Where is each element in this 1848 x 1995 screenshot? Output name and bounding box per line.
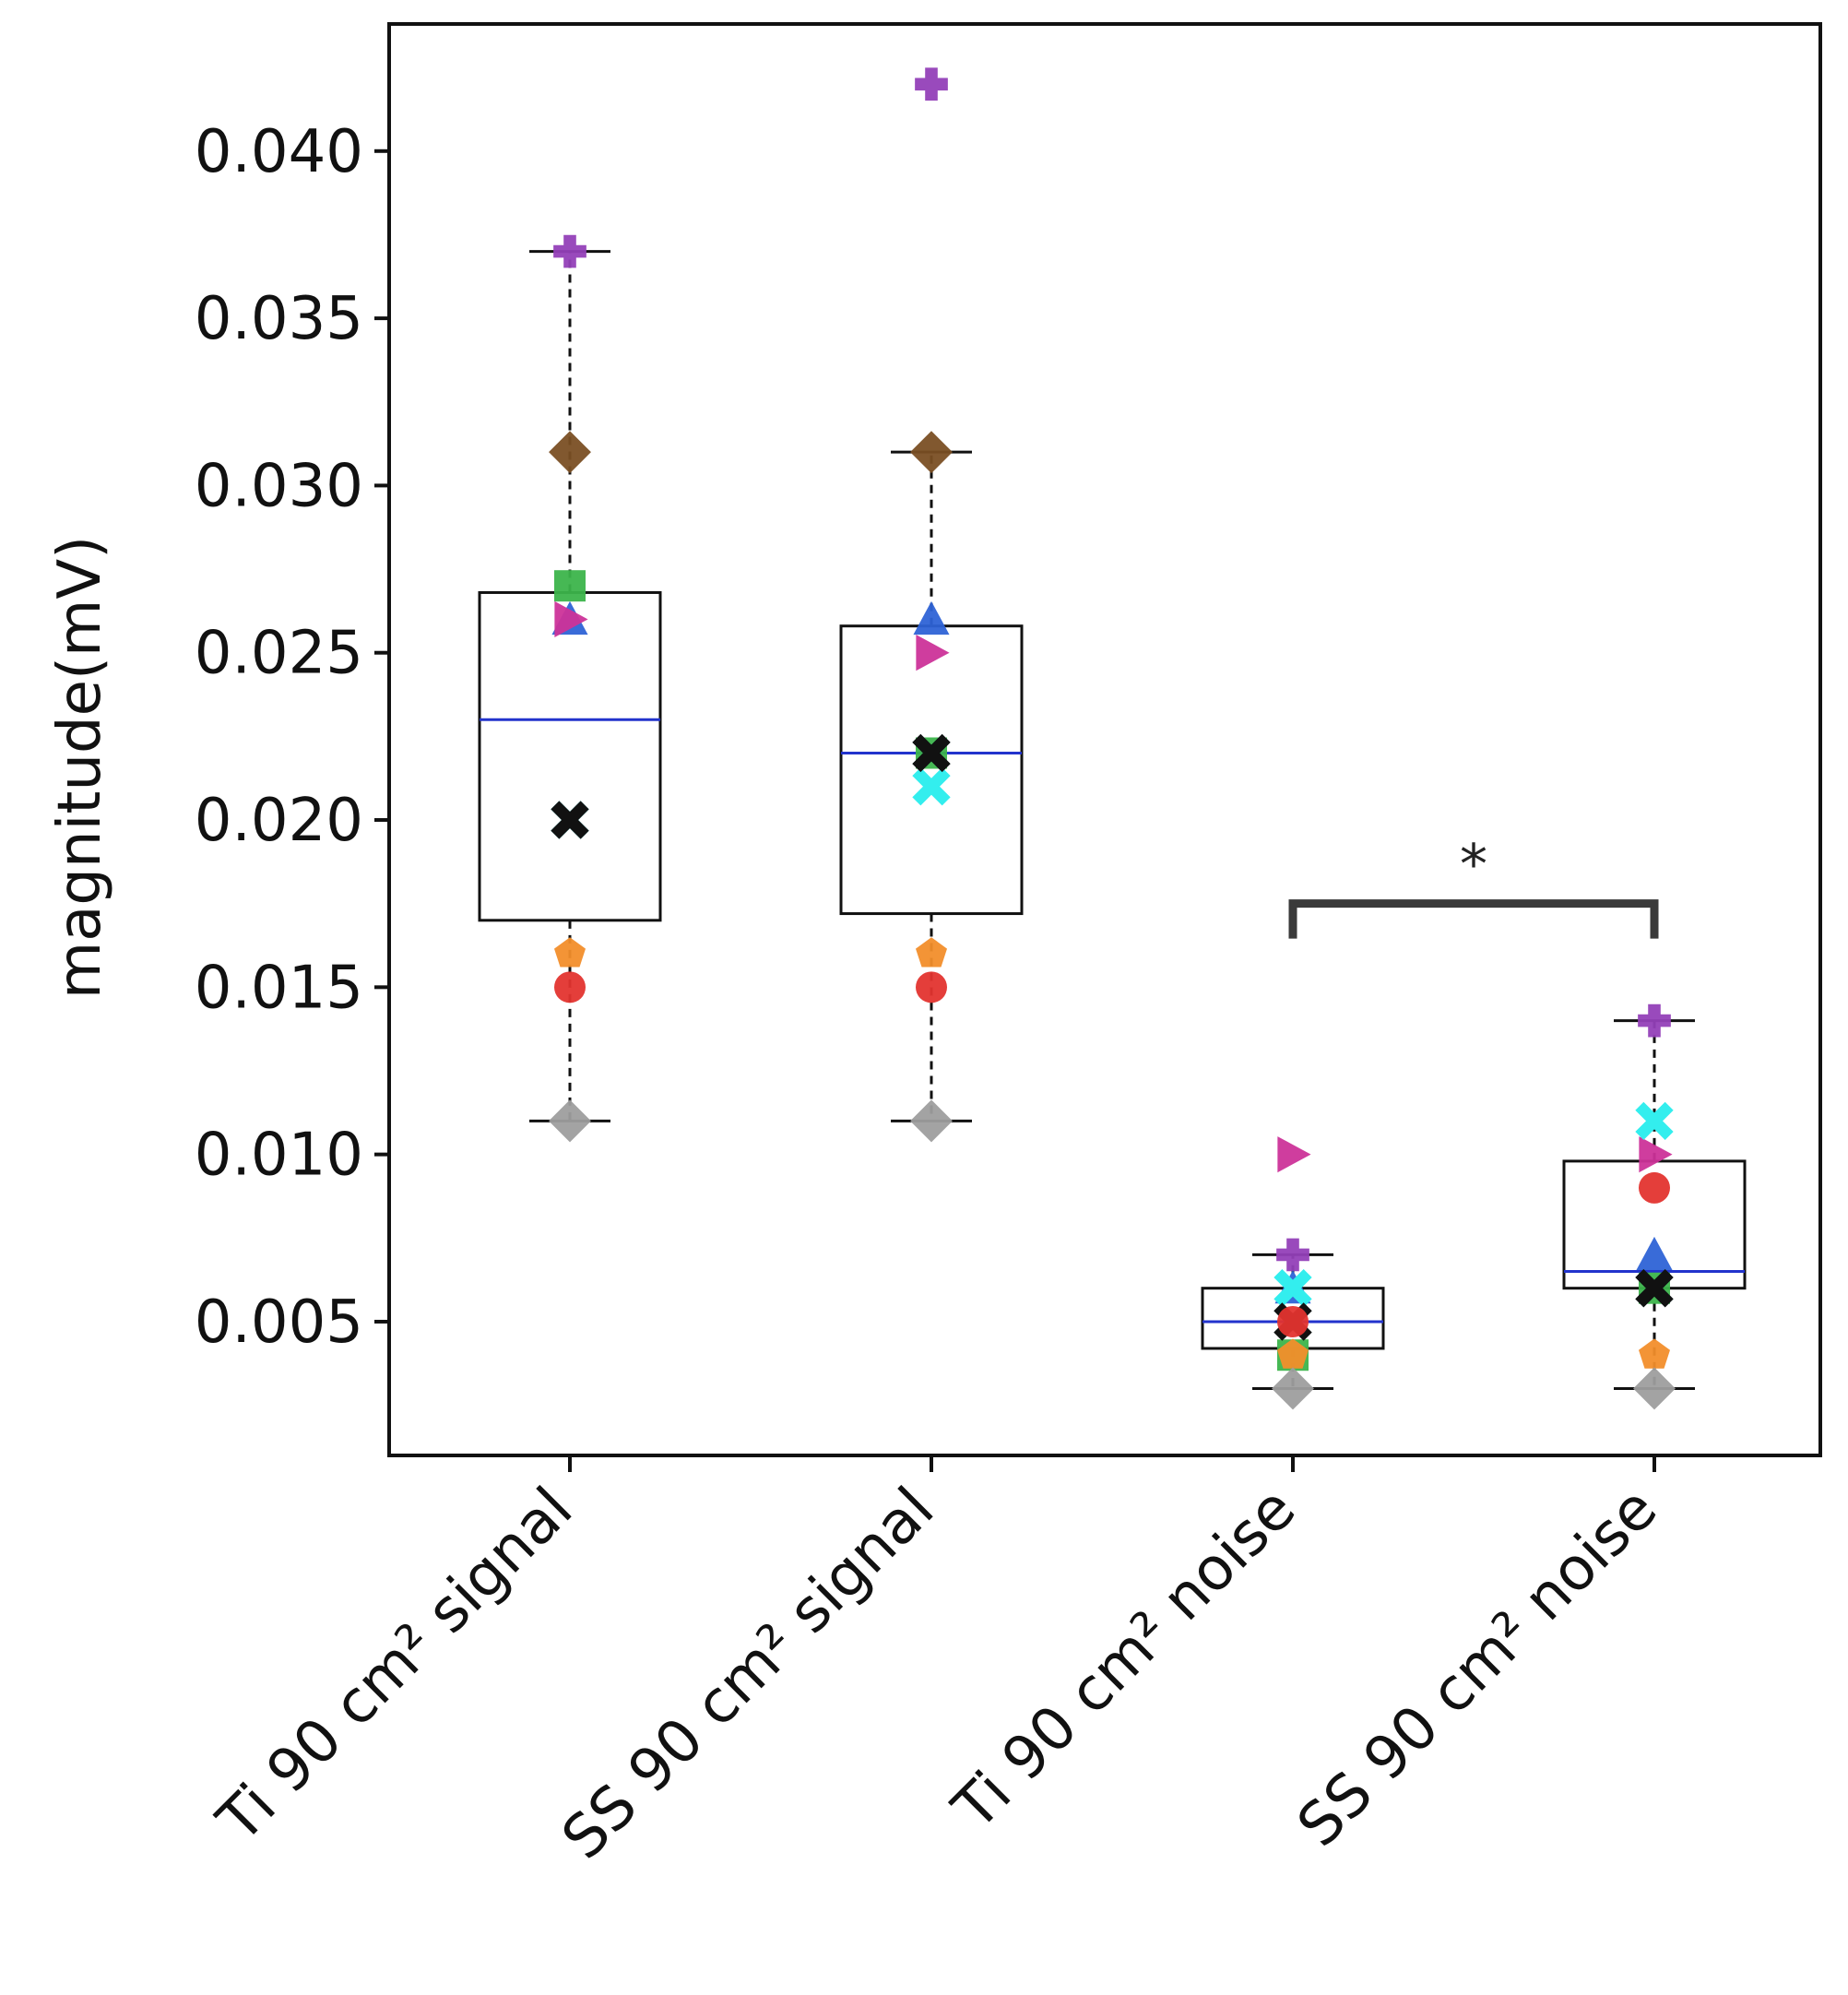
point-s3-c1 — [913, 600, 950, 635]
point-s0-c0 — [553, 234, 586, 268]
point-s8-c1 — [916, 937, 947, 968]
y-tick-label-0: 0.005 — [195, 1288, 363, 1357]
significance-bracket: * — [1288, 833, 1659, 939]
point-s0-c2 — [1276, 1238, 1309, 1272]
point-s4-c0 — [554, 600, 588, 638]
point-s4-c3 — [1639, 1136, 1673, 1173]
y-tick-label-2: 0.015 — [195, 954, 363, 1022]
point-s10-c3 — [1633, 1367, 1676, 1410]
significance-bracket-line — [1288, 899, 1659, 939]
point-s9-c0 — [554, 971, 586, 1003]
point-s6-c2 — [1273, 1269, 1312, 1308]
plot-frame — [387, 22, 1822, 1457]
significance-label: * — [1460, 833, 1487, 897]
y-tick-label-1: 0.010 — [195, 1122, 363, 1190]
point-s4-c1 — [916, 635, 950, 671]
point-s8-c3 — [1639, 1338, 1670, 1369]
y-axis-title: magnitude(mV) — [46, 536, 114, 999]
point-s9-c2 — [1277, 1305, 1309, 1337]
point-s9-c1 — [916, 971, 947, 1003]
point-s9-c3 — [1639, 1171, 1670, 1204]
point-s0-c3 — [1638, 1003, 1671, 1038]
y-tick-label-3: 0.020 — [195, 787, 363, 855]
point-s7-c0 — [551, 801, 589, 839]
point-s1-c0 — [549, 431, 591, 474]
y-tick-label-6: 0.035 — [195, 285, 363, 353]
point-s2-c0 — [554, 570, 586, 602]
point-s0-c1 — [915, 67, 948, 101]
y-tick-label-4: 0.025 — [195, 620, 363, 688]
y-tick-label-5: 0.030 — [195, 452, 363, 520]
points-layer — [549, 67, 1676, 1410]
point-s10-c1 — [910, 1099, 953, 1143]
point-s8-c0 — [554, 937, 586, 968]
y-tick-label-7: 0.040 — [195, 118, 363, 186]
point-s8-c2 — [1277, 1338, 1309, 1369]
point-s7-c3 — [1635, 1269, 1674, 1308]
point-s7-c1 — [912, 733, 951, 773]
point-s10-c2 — [1272, 1367, 1314, 1410]
point-s1-c1 — [910, 431, 953, 474]
point-s6-c1 — [912, 767, 951, 806]
point-s6-c3 — [1635, 1101, 1674, 1141]
y-axis: 0.005 0.010 0.015 0.020 0.025 0.030 0.035 0.040 — [195, 118, 389, 1357]
point-s4-c2 — [1277, 1136, 1311, 1173]
point-s10-c0 — [549, 1099, 591, 1143]
point-s3-c3 — [1636, 1236, 1673, 1271]
